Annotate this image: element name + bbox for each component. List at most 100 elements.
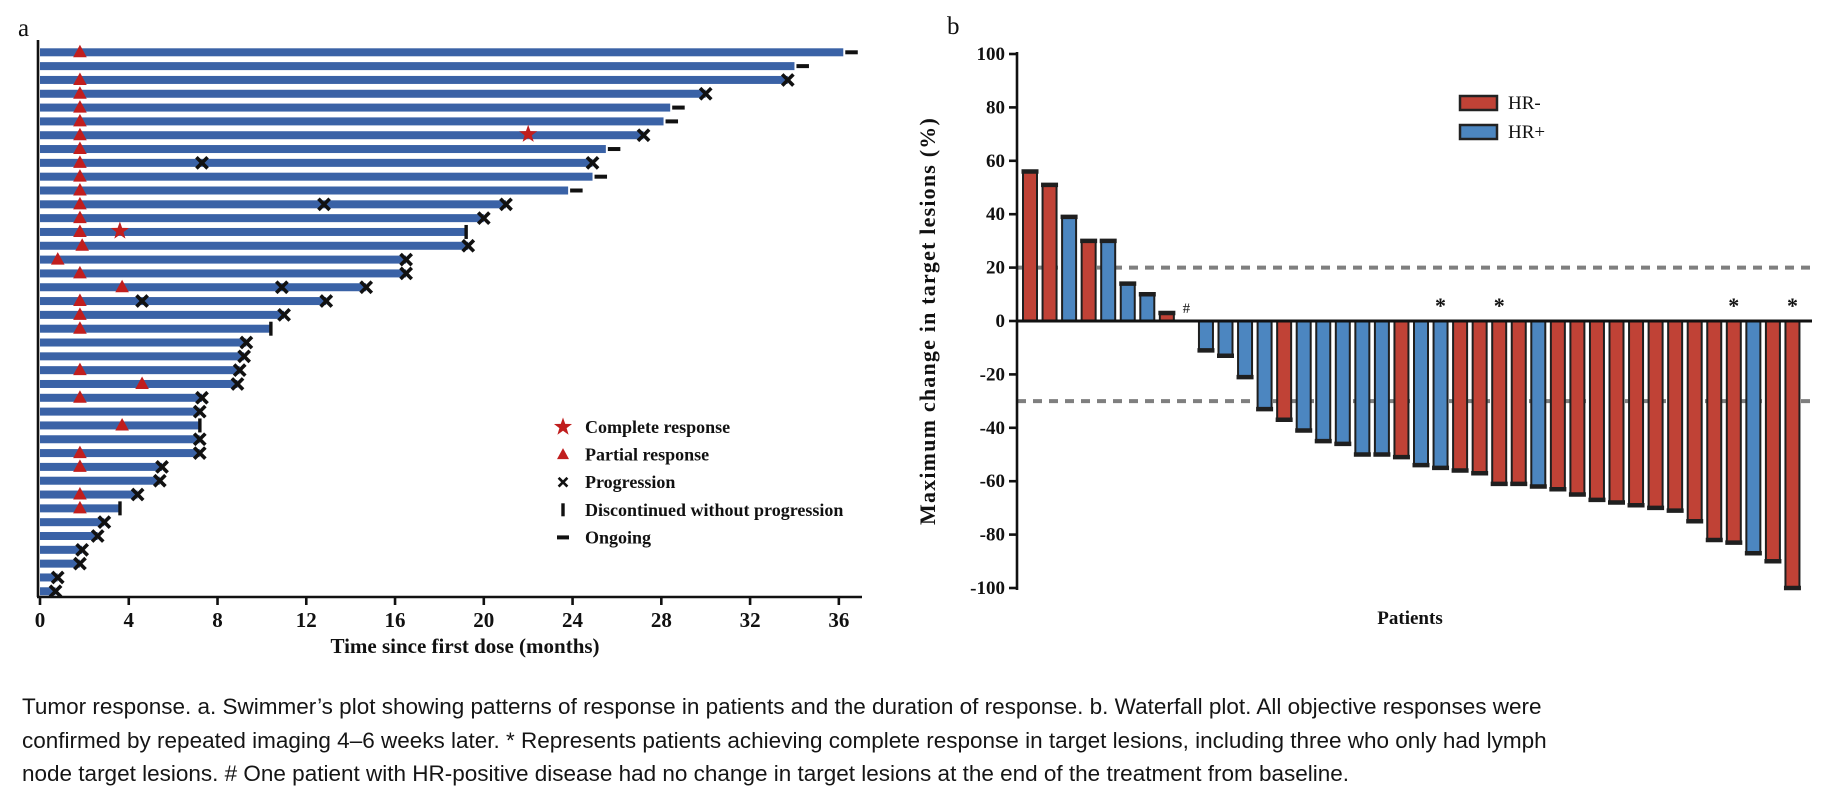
pr-triangle-marker — [73, 113, 87, 127]
pr-triangle-marker — [73, 196, 87, 210]
waterfall-bar — [1569, 320, 1586, 496]
swimmer-bar — [40, 324, 271, 333]
line — [317, 197, 331, 212]
waterfall-bar — [1549, 320, 1566, 491]
progression-x-marker — [317, 197, 331, 212]
swimmer-tick-label: 36 — [828, 608, 849, 632]
waterfall-bar — [1119, 282, 1136, 322]
progression-x-marker — [698, 86, 713, 101]
pr-triangle-marker — [73, 362, 87, 376]
progression-x-marker — [461, 238, 476, 253]
line — [75, 542, 90, 557]
ongoing-marker — [607, 147, 621, 152]
line — [274, 280, 289, 295]
progression-x-marker — [90, 529, 105, 543]
complete-response-asterisk: * — [1494, 293, 1505, 318]
line — [698, 86, 713, 101]
pr-triangle-marker — [73, 487, 87, 500]
waterfall-bar — [1100, 239, 1117, 322]
complete-response-asterisk: * — [1435, 293, 1446, 318]
swimmer-xlabel: Time since first dose (months) — [330, 634, 599, 658]
line — [476, 211, 491, 226]
swimmer-bar — [40, 587, 56, 596]
swimmer-bar — [40, 310, 285, 319]
swimmer-bar — [40, 449, 200, 458]
swimmer-bar — [40, 366, 240, 375]
waterfall-bar — [1256, 320, 1273, 411]
pr-triangle-marker — [73, 293, 87, 307]
line — [97, 515, 112, 530]
ongoing-marker — [672, 105, 685, 110]
progression-x-marker — [399, 266, 414, 281]
line — [155, 460, 169, 474]
waterfall-tick-label: 20 — [986, 258, 1005, 279]
swimmer-bar — [40, 89, 706, 98]
waterfall-bar — [1745, 320, 1762, 555]
swimmer-bar — [40, 297, 327, 306]
progression-x-marker — [239, 335, 254, 350]
waterfall-bar — [1725, 320, 1742, 544]
no-change-hash: # — [1183, 301, 1191, 317]
swimmer-tick-label: 28 — [651, 608, 672, 632]
line — [135, 294, 149, 308]
swimmer-bar — [40, 532, 98, 540]
hr-positive-legend-swatch — [1458, 123, 1499, 141]
swimmer-bar — [40, 227, 467, 236]
waterfall-bar — [1354, 320, 1371, 456]
line — [152, 473, 167, 488]
waterfall-xlabel: Patients — [1377, 608, 1442, 629]
waterfall-bar — [1686, 320, 1703, 523]
waterfall-bar — [1647, 320, 1664, 509]
pr-triangle-marker — [115, 279, 129, 293]
swimmer-bar — [40, 158, 593, 167]
ongoing-marker — [845, 50, 858, 55]
pr-triangle-marker — [73, 459, 87, 472]
pr-triangle-marker — [73, 127, 87, 141]
waterfall-tick-label: 0 — [996, 311, 1006, 332]
swimmer-bar — [40, 559, 80, 568]
discontinued-marker — [198, 418, 202, 433]
swimmer-bar — [40, 172, 593, 181]
waterfall-legend-item: HR+ — [1458, 122, 1545, 143]
swimmer-bar — [40, 269, 407, 278]
waterfall-bar — [1784, 320, 1801, 589]
progression-x-marker — [192, 432, 207, 447]
discontinued-marker — [464, 224, 468, 239]
line — [192, 446, 207, 460]
swimmer-bar — [40, 117, 664, 126]
line — [277, 308, 291, 322]
swimmer-bar — [40, 462, 163, 471]
waterfall-bar — [1628, 320, 1645, 507]
pr-triangle-marker — [73, 155, 87, 168]
progression-x-marker — [319, 294, 334, 308]
ongoing-marker — [796, 64, 809, 69]
pr-triangle-marker — [73, 265, 87, 279]
swimmer-legend-label: Ongoing — [585, 527, 651, 547]
line — [557, 476, 569, 488]
swimmer-tick-label: 0 — [35, 608, 46, 632]
swimmer-legend-label: Complete response — [585, 417, 730, 437]
swimmer-bar — [40, 75, 788, 84]
waterfall-bar — [1452, 320, 1469, 472]
pr-triangle-marker — [73, 210, 87, 224]
waterfall-bar — [1432, 320, 1449, 469]
waterfall-tick-label: 40 — [986, 204, 1005, 225]
swimmer-legend-item: Complete response — [553, 417, 730, 437]
waterfall-bar — [1295, 320, 1312, 432]
line — [239, 335, 254, 350]
progression-x-marker — [192, 404, 207, 419]
pr-triangle-marker — [73, 86, 87, 99]
caption-line: confirmed by repeated imaging 4–6 weeks … — [22, 727, 1547, 753]
ongoing-marker — [665, 119, 679, 124]
progression-x-marker — [97, 515, 112, 530]
line — [237, 349, 252, 364]
line — [461, 238, 476, 253]
progression-x-marker — [50, 570, 65, 585]
progression-x-marker — [274, 280, 289, 295]
swimmer-bar — [40, 407, 200, 416]
progression-x-marker — [73, 556, 87, 571]
line — [319, 294, 334, 308]
swimmer-bar — [40, 62, 795, 71]
line — [399, 266, 414, 281]
